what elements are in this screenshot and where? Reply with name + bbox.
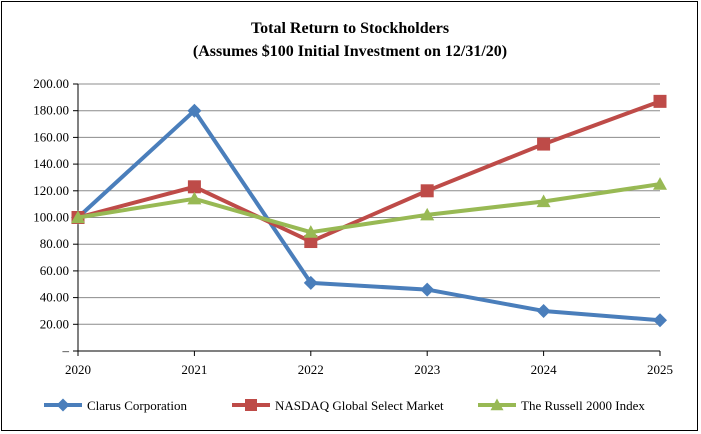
legend-label: NASDAQ Global Select Market xyxy=(275,398,444,413)
legend: Clarus Corporation NASDAQ Global Select M… xyxy=(44,398,645,413)
series-the-russell-2000-index xyxy=(71,177,667,238)
chart-subtitle: (Assumes $100 Initial Investment on 12/3… xyxy=(193,43,507,60)
x-tick-label: 2024 xyxy=(531,362,558,377)
x-tick-label: 2020 xyxy=(65,362,91,377)
y-tick-label: 200.00 xyxy=(33,76,69,91)
legend-label: Clarus Corporation xyxy=(87,398,188,413)
y-tick-label: 180.00 xyxy=(33,103,69,118)
legend-item: The Russell 2000 Index xyxy=(478,398,645,413)
y-tick-label: 120.00 xyxy=(33,183,69,198)
data-point xyxy=(187,103,202,118)
data-point xyxy=(490,398,504,411)
x-axis-ticks: 2020 2021 2022 2023 2024 2025 xyxy=(65,362,673,377)
y-tick-label: 20.00 xyxy=(40,316,69,331)
data-point xyxy=(71,210,85,224)
data-point xyxy=(303,275,318,290)
series-group xyxy=(71,94,667,328)
x-tick-label: 2022 xyxy=(298,362,324,377)
series-clarus-corporation xyxy=(71,103,667,328)
y-tick-label: 140.00 xyxy=(33,156,69,171)
data-point xyxy=(304,235,318,249)
x-tick-label: 2025 xyxy=(647,362,673,377)
data-point xyxy=(653,177,667,190)
x-tick-label: 2023 xyxy=(414,362,440,377)
gridlines xyxy=(78,83,660,325)
legend-label: The Russell 2000 Index xyxy=(521,398,645,413)
data-point xyxy=(653,313,667,328)
data-point xyxy=(245,399,257,411)
data-point xyxy=(56,398,70,412)
data-point xyxy=(536,303,551,318)
data-point xyxy=(303,225,318,238)
y-tick-label: 60.00 xyxy=(40,263,69,278)
series-line xyxy=(76,108,661,323)
data-point xyxy=(420,207,435,221)
y-axis-ticks: – 20.00 40.00 60.00 80.00 100.00 120.00 140.00 1… xyxy=(33,76,69,358)
y-tick-label: 160.00 xyxy=(33,129,69,144)
y-tick-label: 100.00 xyxy=(33,210,69,225)
data-point xyxy=(187,180,201,194)
series-line xyxy=(77,182,661,235)
data-point xyxy=(420,282,435,297)
y-tick-label: – xyxy=(62,343,70,358)
data-point xyxy=(537,137,551,151)
data-point xyxy=(187,191,202,205)
series-line xyxy=(77,99,661,244)
data-point xyxy=(653,94,667,108)
chart-title: Total Return to Stockholders xyxy=(251,20,449,37)
data-point xyxy=(420,184,434,198)
x-tick-label: 2021 xyxy=(181,362,207,377)
data-point xyxy=(536,194,551,208)
legend-item: Clarus Corporation xyxy=(44,398,188,413)
y-tick-label: 40.00 xyxy=(40,290,69,305)
legend-item: NASDAQ Global Select Market xyxy=(232,398,444,413)
y-tick-label: 80.00 xyxy=(40,236,69,251)
